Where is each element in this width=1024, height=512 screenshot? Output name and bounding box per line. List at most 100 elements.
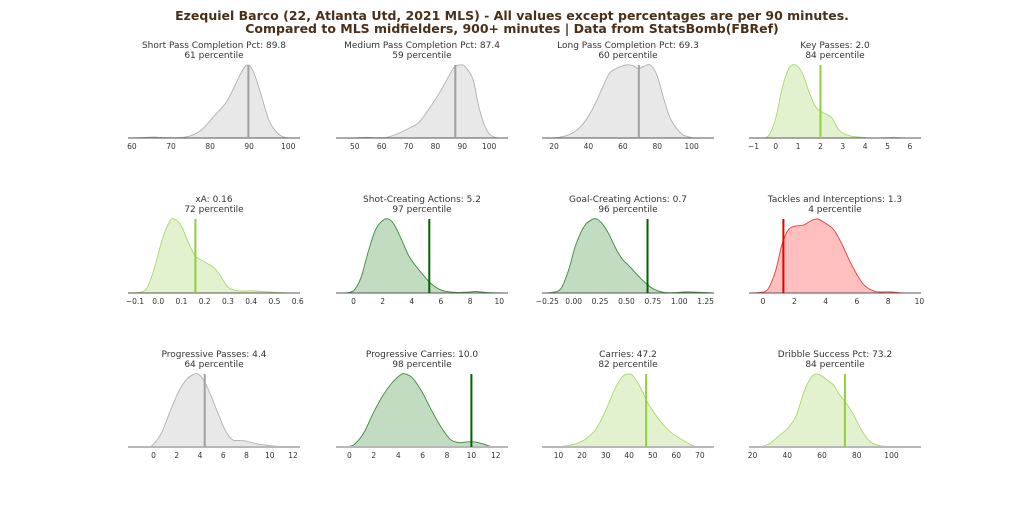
- panel-percentile: 72 percentile: [184, 205, 244, 215]
- x-tick-label: 0: [761, 297, 766, 306]
- panel-2: Medium Pass Completion Pct: 87.459 perce…: [335, 41, 508, 151]
- x-tick-label: 60: [618, 142, 628, 151]
- panel-title: Key Passes: 2.0: [800, 41, 870, 51]
- density-curve: [541, 373, 715, 448]
- figure-title-line-2: Compared to MLS midfielders, 900+ minute…: [245, 21, 779, 36]
- panel-percentile: 98 percentile: [392, 360, 452, 370]
- x-tick-label: −1: [748, 142, 759, 151]
- density-curve: [541, 64, 714, 139]
- x-tick-label: 2: [792, 297, 797, 306]
- density-fill: [542, 218, 714, 293]
- x-tick-label: 0.0: [152, 297, 164, 306]
- x-tick-label: 10: [467, 451, 477, 460]
- density-fill: [128, 64, 300, 138]
- x-tick-label: 60: [817, 451, 827, 460]
- x-tick-label: 6: [439, 297, 444, 306]
- x-tick-label: 10: [494, 297, 504, 306]
- x-tick-label: 6: [420, 451, 425, 460]
- x-tick-label: 5: [885, 142, 890, 151]
- x-tick-label: 80: [205, 142, 215, 151]
- density-fill: [336, 373, 508, 447]
- x-tick-label: 2: [380, 297, 385, 306]
- x-tick-label: 40: [782, 451, 792, 460]
- x-tick-label: 0: [347, 451, 352, 460]
- x-tick-label: 12: [288, 451, 298, 460]
- density-fill: [336, 218, 508, 293]
- x-tick-label: 60: [672, 451, 682, 460]
- x-tick-label: 6: [221, 451, 226, 460]
- panel-title: Progressive Passes: 4.4: [162, 350, 267, 360]
- x-tick-label: 10: [554, 451, 564, 460]
- density-fill: [749, 218, 921, 293]
- x-tick-label: 0.6: [292, 297, 304, 306]
- panel-title: Goal-Creating Actions: 0.7: [569, 195, 687, 205]
- x-tick-label: −0.25: [536, 297, 559, 306]
- x-tick-label: 0.50: [618, 297, 635, 306]
- x-tick-label: 0.3: [222, 297, 234, 306]
- x-tick-label: 0: [351, 297, 356, 306]
- density-curve: [748, 373, 922, 448]
- panel-4: Key Passes: 2.084 percentile −1 0 1 2 3 4 5 6: [748, 41, 921, 151]
- panel-title: Tackles and Interceptions: 1.3: [767, 195, 902, 205]
- panel-percentile: 59 percentile: [392, 51, 452, 61]
- panel-percentile: 96 percentile: [598, 205, 658, 215]
- x-tick-label: 0.2: [199, 297, 211, 306]
- x-tick-label: 0.1: [175, 297, 187, 306]
- x-tick-label: 70: [166, 142, 176, 151]
- x-tick-label: 10: [915, 297, 925, 306]
- density-curve: [127, 373, 301, 448]
- x-tick-label: 40: [584, 142, 594, 151]
- panel-title: Carries: 47.2: [599, 350, 657, 360]
- x-tick-label: 8: [244, 451, 249, 460]
- x-tick-label: 50: [648, 451, 658, 460]
- panel-9: Progressive Passes: 4.464 percentile 0 2 4 6…: [127, 350, 301, 460]
- x-tick-label: 8: [468, 297, 473, 306]
- panel-11: Carries: 47.282 percentile 10 20 30 40 50 60 70: [541, 350, 715, 460]
- x-tick-label: 60: [377, 142, 387, 151]
- x-tick-label: 4: [396, 451, 401, 460]
- density-curve: [335, 218, 509, 294]
- x-tick-label: 100: [482, 142, 497, 151]
- x-tick-label: 3: [840, 142, 845, 151]
- density-fill: [542, 64, 714, 138]
- x-tick-label: 70: [404, 142, 414, 151]
- x-tick-label: 2: [371, 451, 376, 460]
- panel-percentile: 4 percentile: [808, 205, 862, 215]
- panel-percentile: 64 percentile: [184, 360, 244, 370]
- x-tick-label: 0: [151, 451, 156, 460]
- density-fill: [749, 64, 921, 138]
- panel-8: Tackles and Interceptions: 1.34 percenti…: [748, 195, 925, 306]
- panel-3: Long Pass Completion Pct: 69.360 percent…: [541, 41, 714, 151]
- density-curve: [748, 218, 921, 294]
- x-tick-label: 6: [907, 142, 912, 151]
- x-tick-label: 80: [652, 142, 662, 151]
- x-tick-label: 2: [818, 142, 823, 151]
- x-tick-label: 0.25: [592, 297, 609, 306]
- panel-percentile: 97 percentile: [392, 205, 452, 215]
- x-tick-label: 8: [445, 451, 450, 460]
- x-tick-label: 1.00: [671, 297, 688, 306]
- panel-7: Goal-Creating Actions: 0.796 percentile −…: [536, 195, 714, 306]
- x-tick-label: 70: [695, 451, 705, 460]
- panel-1: Short Pass Completion Pct: 89.861 percen…: [127, 41, 300, 151]
- density-fill: [542, 374, 714, 447]
- x-tick-label: 20: [748, 451, 758, 460]
- x-tick-label: 8: [886, 297, 891, 306]
- panel-title: Long Pass Completion Pct: 69.3: [557, 41, 699, 51]
- panel-title: xA: 0.16: [195, 195, 233, 205]
- x-tick-label: 6: [855, 297, 860, 306]
- x-tick-label: 100: [281, 142, 296, 151]
- panel-title: Progressive Carries: 10.0: [366, 350, 479, 360]
- x-tick-label: 80: [852, 451, 862, 460]
- panel-title: Dribble Success Pct: 73.2: [778, 350, 892, 360]
- x-tick-label: 2: [174, 451, 179, 460]
- density-fill: [336, 64, 508, 138]
- density-fill: [749, 373, 921, 447]
- x-tick-label: 20: [577, 451, 587, 460]
- density-curve: [127, 218, 300, 294]
- x-tick-label: 30: [601, 451, 611, 460]
- panel-percentile: 82 percentile: [598, 360, 658, 370]
- x-tick-label: 90: [458, 142, 468, 151]
- x-tick-label: 100: [684, 142, 699, 151]
